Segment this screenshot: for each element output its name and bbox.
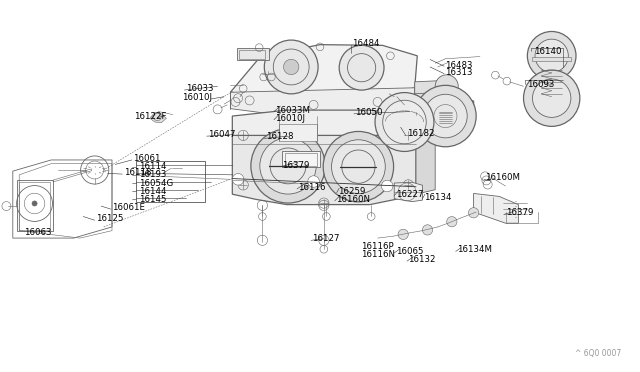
Text: 16259: 16259 [338, 187, 365, 196]
Polygon shape [415, 80, 447, 94]
Polygon shape [230, 45, 417, 100]
Text: 16484: 16484 [352, 39, 380, 48]
Bar [282, 151, 320, 167]
Text: 16193: 16193 [139, 170, 166, 179]
Text: 16160N: 16160N [336, 195, 370, 204]
Circle shape [251, 129, 325, 203]
Text: 16010J: 16010J [182, 93, 212, 102]
Circle shape [323, 131, 394, 202]
Circle shape [524, 70, 580, 126]
Bar [17, 180, 53, 231]
Circle shape [284, 59, 299, 75]
Text: 16063: 16063 [24, 228, 52, 237]
Circle shape [264, 40, 318, 94]
Text: 16379: 16379 [506, 208, 533, 217]
Text: ^ 6Q0 0007: ^ 6Q0 0007 [575, 349, 621, 358]
Text: 16140: 16140 [534, 47, 561, 56]
Bar [279, 124, 317, 141]
Circle shape [468, 208, 479, 218]
Text: 16010J: 16010J [275, 114, 305, 123]
Polygon shape [232, 110, 416, 144]
Text: 16125: 16125 [96, 214, 124, 223]
Text: 16128: 16128 [266, 132, 293, 141]
Circle shape [447, 217, 457, 227]
Text: 16313: 16313 [445, 68, 473, 77]
Text: 16061E: 16061E [112, 203, 145, 212]
Text: 16093: 16093 [527, 80, 555, 89]
Circle shape [527, 32, 576, 80]
Circle shape [232, 174, 244, 185]
Text: 16116P: 16116P [361, 242, 394, 251]
Polygon shape [150, 112, 166, 123]
Text: 16127: 16127 [312, 234, 340, 243]
Text: 16379: 16379 [282, 161, 310, 170]
Text: 16227: 16227 [396, 190, 423, 199]
Text: 16483: 16483 [445, 61, 473, 70]
Circle shape [375, 93, 434, 151]
Text: 16134M: 16134M [457, 246, 492, 254]
Bar [237, 48, 269, 60]
Polygon shape [416, 131, 435, 194]
Text: 16118: 16118 [124, 168, 151, 177]
Text: 16054G: 16054G [139, 179, 173, 187]
Circle shape [535, 39, 568, 73]
Polygon shape [474, 193, 518, 223]
Bar [239, 50, 265, 59]
Polygon shape [394, 182, 422, 202]
Text: 16160M: 16160M [485, 173, 520, 182]
Text: 16182: 16182 [407, 129, 435, 138]
Circle shape [415, 85, 476, 147]
Circle shape [260, 138, 316, 194]
Bar [19, 182, 50, 230]
Circle shape [532, 79, 571, 118]
Circle shape [339, 45, 384, 90]
Text: 16114: 16114 [139, 162, 166, 171]
Text: 16122F: 16122F [134, 112, 167, 121]
Text: 16033M: 16033M [275, 106, 310, 115]
Circle shape [332, 140, 385, 193]
Text: 16116: 16116 [298, 183, 326, 192]
Polygon shape [230, 88, 415, 116]
Text: 16144: 16144 [139, 187, 166, 196]
Circle shape [398, 229, 408, 240]
Text: 16033: 16033 [186, 84, 213, 93]
Text: 16132: 16132 [408, 255, 436, 264]
Bar [532, 57, 571, 61]
Circle shape [424, 94, 467, 138]
Circle shape [435, 75, 458, 98]
Circle shape [383, 100, 426, 144]
Circle shape [381, 180, 393, 192]
Polygon shape [232, 135, 416, 205]
Circle shape [422, 225, 433, 235]
Text: 16116N: 16116N [361, 250, 395, 259]
Bar [136, 161, 205, 202]
Circle shape [308, 176, 319, 187]
Polygon shape [415, 82, 435, 105]
Text: 16145: 16145 [139, 195, 166, 204]
Text: 16047: 16047 [208, 130, 236, 139]
Polygon shape [416, 97, 474, 135]
Text: 16065: 16065 [396, 247, 423, 256]
Text: 16134: 16134 [424, 193, 451, 202]
Text: 16050: 16050 [355, 108, 383, 117]
Bar [285, 153, 317, 166]
Text: 16061: 16061 [133, 154, 161, 163]
Circle shape [32, 201, 37, 206]
